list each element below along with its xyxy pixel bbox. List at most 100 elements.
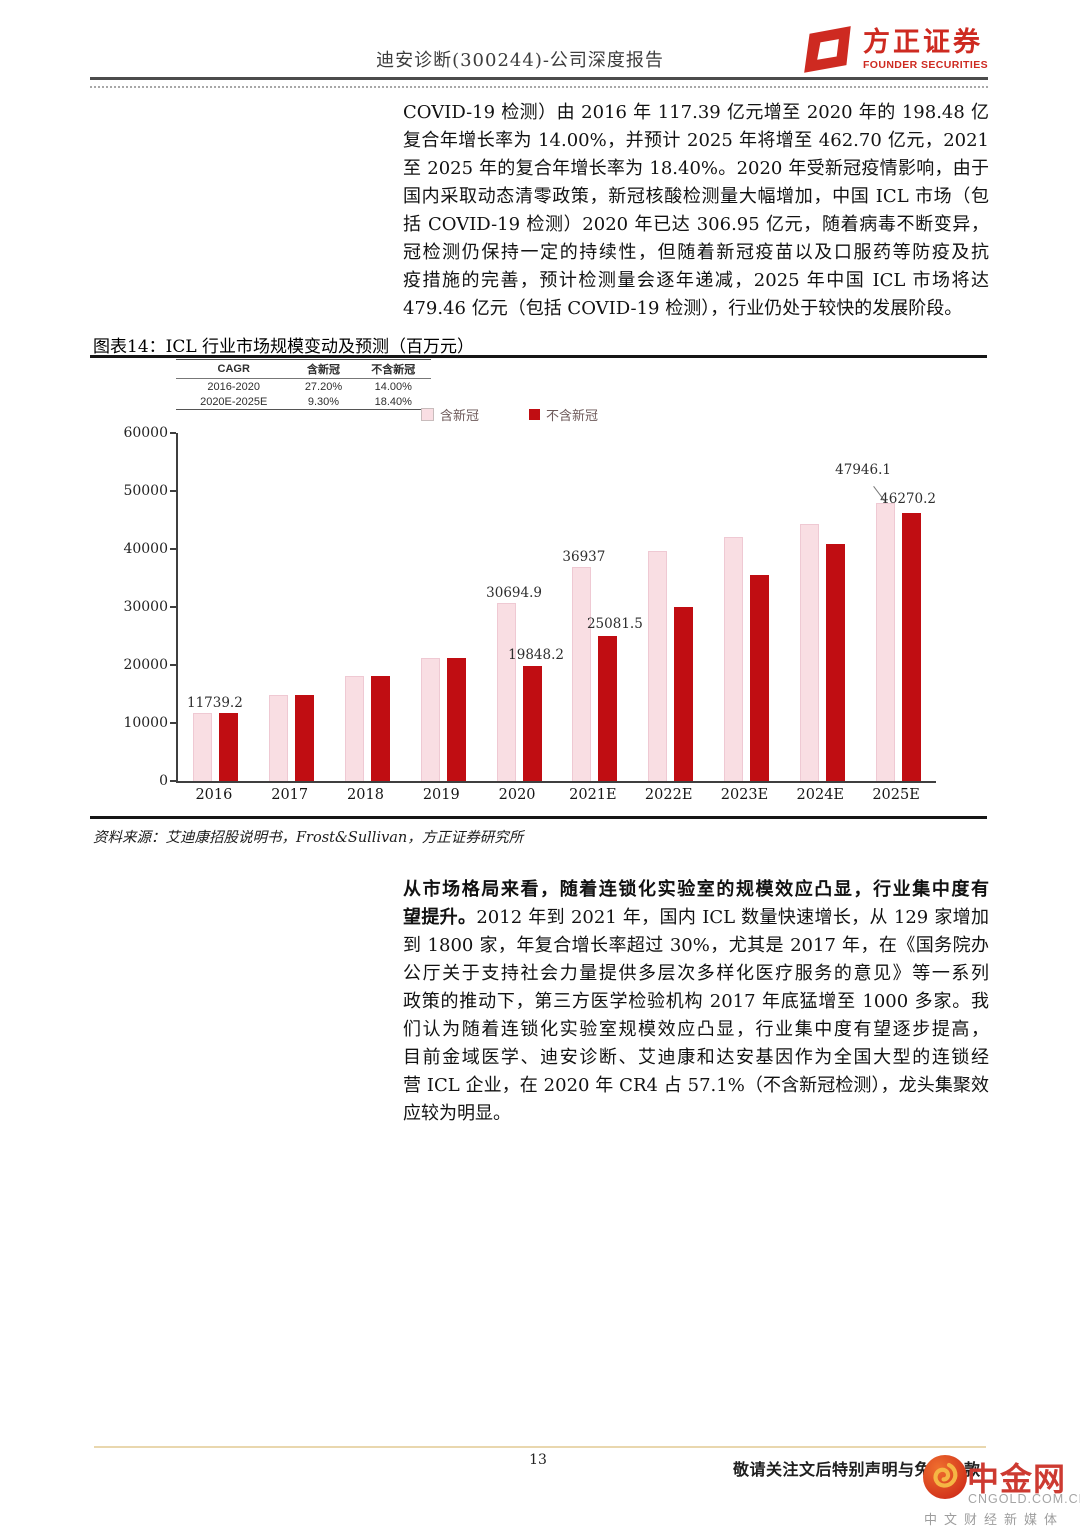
text-line: 到 1800 家，年复合增长率超过 30%，尤其是 2017 年，在《国务院办 [403, 935, 989, 956]
bar-含新冠-2025E: 47946.1 [835, 462, 895, 781]
text-line: 从市场格局来看，随着连锁化实验室的规模效应凸显，行业集中度有 [403, 879, 989, 900]
text-line: 应较为明显。 [403, 1103, 511, 1124]
text-line: 国内采取动态清零政策，新冠核酸检测量大幅增加，中国 ICL 市场（包 [403, 186, 989, 207]
table-cell: 2016-2020 [207, 380, 261, 393]
y-axis-tick-mark [170, 606, 176, 608]
text-line: 至 2025 年的复合年增长率为 18.40%。2020 年受新冠疫情影响，由于 [403, 158, 989, 179]
report-header-title: 迪安诊断(300244)-公司深度报告 [376, 50, 664, 71]
bar-含新冠-2024E [799, 524, 819, 781]
header-rule [90, 77, 988, 80]
table-row: 2020E-2025E 9.30% 18.40% [176, 394, 431, 410]
bar-group [254, 433, 330, 781]
x-axis-label: 2017 [271, 787, 309, 803]
x-axis-label: 2025E [872, 787, 920, 803]
y-axis-tick-label: 60000 [123, 425, 168, 441]
bar-含新冠-2023E [723, 537, 743, 781]
bar-不含新冠-2021E: 25081.5 [587, 616, 643, 781]
bar-不含新冠-2016 [219, 712, 239, 781]
bar-含新冠-2022E [648, 550, 668, 781]
x-axis-label: 2023E [720, 787, 769, 803]
text-line: 望提升。2012 年到 2021 年，国内 ICL 数量快速增长，从 129 家… [403, 904, 989, 932]
watermark-name: 中金网 [967, 1460, 1067, 1498]
header-dotted-rule [90, 86, 988, 88]
x-axis-label: 2024E [796, 787, 845, 803]
watermark-domain: CNGOLD.COM.CN [968, 1492, 1080, 1506]
legend-label: 含新冠 [440, 409, 480, 424]
text-segment-bold: 望提升。 [403, 907, 477, 928]
table-header-cell: 含新冠 [291, 359, 356, 379]
watermark-tagline: 中文财经新媒体 [924, 1512, 1065, 1527]
paragraph-market-size: COVID-19 检测）由 2016 年 117.39 亿元增至 2020 年的… [403, 99, 989, 323]
logo-text: 方正证券 FOUNDER SECURITIES [862, 26, 988, 72]
text-line: 公厅关于支持社会力量提供多层次多样化医疗服务的意见》等一系列 [403, 963, 989, 984]
x-axis-label: 2016 [195, 787, 233, 803]
legend-item-without-covid: 不含新冠 [529, 405, 598, 424]
figure-top-rule [90, 355, 987, 358]
bar-value-label: 11739.2 [186, 694, 243, 711]
y-axis-tick-label: 40000 [123, 541, 168, 557]
table-cell: 9.30% [291, 394, 356, 410]
chart-legend: 含新冠 不含新冠 [421, 405, 598, 424]
footer-disclaimer: 敬请关注文后特别声明与免责条款 [733, 1462, 981, 1479]
text-line: 479.46 亿元（包括 COVID-19 检测），行业仍处于较快的发展阶段。 [403, 298, 963, 319]
chart-x-labels: 2016 2017 2018 2019 2020 2021E 2022E 2023E 2024E… [176, 787, 934, 803]
bar-value-label: 47946.1 [835, 461, 891, 478]
table-cell: 27.20% [304, 380, 343, 393]
x-axis-label: 2021E [569, 787, 617, 803]
bar-value-label: 46270.2 [880, 490, 936, 507]
bar-group: 36937 25081.5 [557, 433, 643, 781]
bar-不含新冠-2025E: 46270.2 [880, 491, 936, 781]
bar-不含新冠-2024E [825, 543, 845, 781]
bar-group [405, 433, 481, 781]
logo-name-en: FOUNDER SECURITIES [862, 59, 988, 72]
bar-value-label: 25081.5 [586, 615, 643, 632]
table-cell: 14.00% [374, 380, 412, 393]
figure-source: 资料来源：艾迪康招股说明书，Frost&Sullivan，方正证券研究所 [93, 830, 524, 846]
cngold-logo-icon [923, 1455, 967, 1499]
bar-不含新冠-2017 [295, 695, 315, 781]
figure-bottom-rule [90, 816, 987, 819]
x-axis-label: 2018 [347, 787, 384, 803]
bar-value-label: 30694.9 [486, 584, 542, 601]
bar-group [784, 433, 860, 781]
table-header-cell: 不含新冠 [355, 359, 431, 379]
text-segment: 2012 年到 2021 年，国内 ICL 数量快速增长，从 129 家增加 [476, 907, 989, 928]
bar-不含新冠-2018 [370, 675, 390, 781]
y-axis-tick-label: 0 [159, 773, 168, 789]
founder-logo-icon [804, 26, 851, 73]
y-axis-tick-mark [170, 432, 176, 434]
bar-含新冠-2019 [420, 657, 440, 781]
bar-group [709, 433, 785, 781]
y-axis-tick-label: 10000 [123, 715, 168, 731]
legend-swatch-red [529, 409, 541, 420]
founder-securities-logo: 方正证券 FOUNDER SECURITIES [802, 24, 988, 76]
y-axis-tick-mark [170, 722, 176, 724]
bar-不含新冠-2022E [674, 606, 694, 781]
bar-含新冠-2018 [344, 675, 364, 781]
figure-caption: 图表14：ICL 行业市场规模变动及预测（百万元） [93, 337, 475, 357]
y-axis-tick-label: 20000 [123, 657, 168, 673]
legend-swatch-pink [421, 408, 434, 421]
bar-group [633, 433, 709, 781]
bar-group: 47946.1 46270.2 [835, 433, 936, 781]
cngold-watermark: 中金网 CNGOLD.COM.CN 中文财经新媒体 [920, 1450, 1080, 1527]
bar-含新冠-2021E: 36937 [562, 549, 605, 781]
bar-含新冠-2016: 11739.2 [187, 695, 243, 781]
chart-plot: 0 10000 20000 30000 40000 50000 60000 11739.2 30… [123, 425, 936, 789]
bar-含新冠-2017 [269, 695, 289, 781]
y-axis-tick-mark [170, 490, 176, 492]
y-axis-tick-mark [170, 780, 176, 782]
text-line: 疫措施的完善，预计检测量会逐年递减，2025 年中国 ICL 市场将达 [403, 270, 989, 291]
logo-name-cn: 方正证券 [862, 26, 983, 58]
text-line: COVID-19 检测）由 2016 年 117.39 亿元增至 2020 年的… [403, 102, 989, 123]
bar-value-label: 19848.2 [508, 646, 564, 663]
bar-不含新冠-2019 [446, 657, 466, 781]
legend-item-with-covid: 含新冠 [421, 405, 479, 424]
cagr-table: CAGR 含新冠 不含新冠 2016-2020 27.20% 14.00% 20… [176, 359, 431, 410]
bar-group: 11739.2 [178, 433, 254, 781]
page-number: 13 [529, 1452, 547, 1468]
x-axis-label: 2019 [422, 787, 460, 803]
bar-不含新冠-2020: 19848.2 [508, 647, 564, 781]
text-line: 们认为随着连锁化实验室规模效应凸显，行业集中度有望逐步提高， [403, 1019, 989, 1040]
